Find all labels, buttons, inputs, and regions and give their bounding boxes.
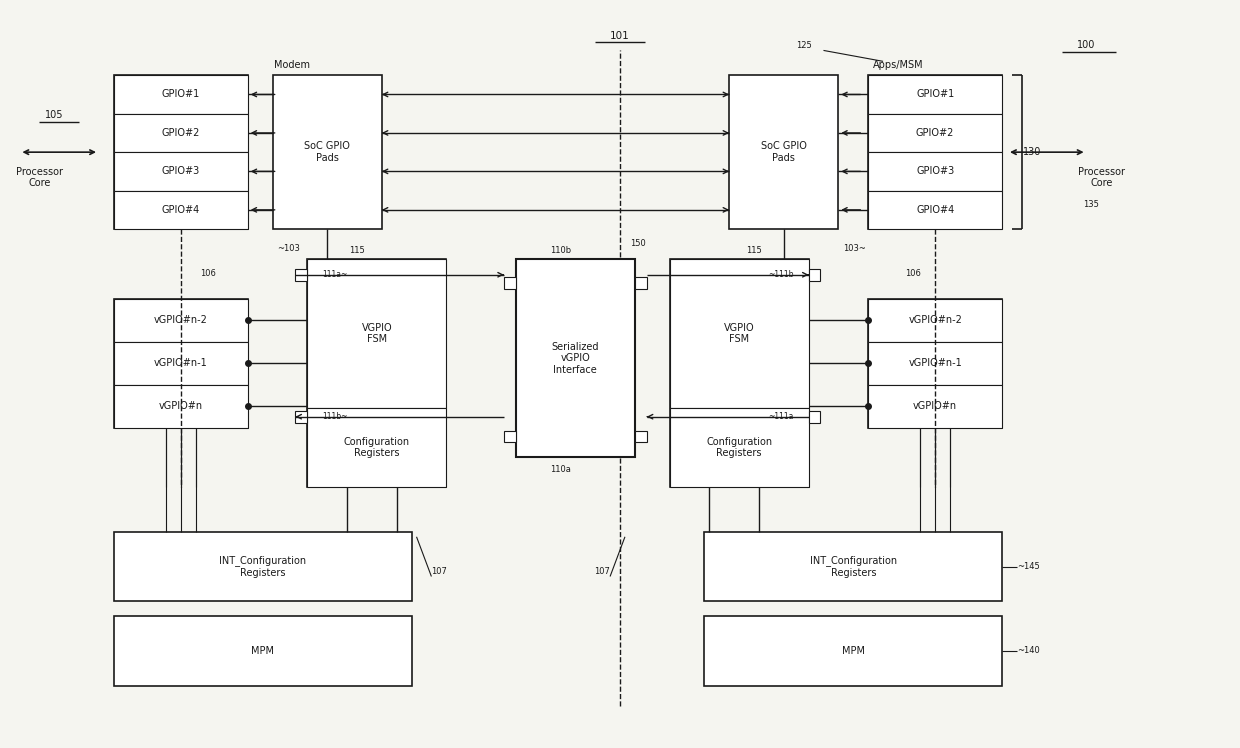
Text: 130: 130 — [1023, 147, 1042, 157]
Bar — [868, 76, 1002, 229]
Text: GPIO#1: GPIO#1 — [916, 90, 955, 99]
Text: Configuration
Registers: Configuration Registers — [706, 437, 773, 459]
Text: 111b~: 111b~ — [322, 412, 347, 421]
Text: VGPIO
FSM: VGPIO FSM — [724, 322, 754, 344]
Text: 107: 107 — [432, 567, 448, 576]
Text: SoC GPIO
Pads: SoC GPIO Pads — [761, 141, 807, 163]
Bar — [308, 259, 446, 487]
Text: GPIO#1: GPIO#1 — [161, 90, 200, 99]
Text: GPIO#3: GPIO#3 — [916, 166, 955, 177]
Text: GPIO#2: GPIO#2 — [161, 128, 200, 138]
Text: Processor
Core: Processor Core — [16, 167, 63, 188]
Bar — [868, 384, 1002, 428]
Text: 111a~: 111a~ — [322, 270, 347, 279]
Text: Configuration
Registers: Configuration Registers — [343, 437, 410, 459]
Text: vGPIO#n-1: vGPIO#n-1 — [154, 358, 207, 368]
Bar — [868, 114, 1002, 152]
Text: VGPIO
FSM: VGPIO FSM — [362, 322, 392, 344]
Text: 100: 100 — [1078, 40, 1096, 50]
Text: vGPIO#n: vGPIO#n — [159, 401, 203, 411]
Text: GPIO#4: GPIO#4 — [161, 205, 200, 215]
Text: vGPIO#n: vGPIO#n — [913, 401, 957, 411]
Text: 105: 105 — [45, 110, 63, 120]
Text: 106: 106 — [905, 269, 921, 278]
Bar — [114, 114, 248, 152]
Bar — [308, 259, 446, 408]
Text: 115: 115 — [350, 246, 365, 255]
Bar — [295, 411, 308, 423]
Bar — [670, 259, 808, 487]
Bar — [868, 152, 1002, 191]
Bar — [868, 298, 1002, 342]
Bar — [114, 342, 248, 384]
Bar — [670, 408, 808, 487]
Bar — [670, 259, 808, 408]
Text: GPIO#3: GPIO#3 — [161, 166, 200, 177]
Bar — [868, 76, 1002, 114]
Text: Processor
Core: Processor Core — [1078, 167, 1125, 188]
Bar — [114, 191, 248, 229]
Text: INT_Configuration
Registers: INT_Configuration Registers — [219, 555, 306, 577]
Text: Modem: Modem — [274, 61, 310, 70]
Text: 110b: 110b — [551, 246, 572, 255]
Text: vGPIO#n-2: vGPIO#n-2 — [154, 315, 208, 325]
Text: 106: 106 — [200, 269, 216, 278]
Text: MPM: MPM — [252, 646, 274, 656]
Text: 115: 115 — [746, 246, 761, 255]
Bar — [114, 76, 248, 114]
Text: GPIO#4: GPIO#4 — [916, 205, 955, 215]
Text: 107: 107 — [594, 567, 610, 576]
Bar — [114, 532, 412, 601]
Bar — [503, 277, 516, 289]
Bar — [635, 277, 647, 289]
Text: vGPIO#n-2: vGPIO#n-2 — [908, 315, 962, 325]
Text: 150: 150 — [630, 239, 646, 248]
Bar — [114, 616, 412, 686]
Text: 101: 101 — [610, 31, 630, 40]
Bar — [295, 269, 308, 280]
Bar — [114, 298, 248, 428]
Bar — [868, 191, 1002, 229]
Text: ~145: ~145 — [1017, 562, 1040, 571]
Bar — [868, 298, 1002, 428]
Bar — [308, 408, 446, 487]
Text: ~111a: ~111a — [769, 412, 794, 421]
Text: 135: 135 — [1084, 200, 1100, 209]
Text: ~103: ~103 — [278, 245, 300, 254]
Text: MPM: MPM — [842, 646, 864, 656]
Bar — [808, 269, 821, 280]
Text: 125: 125 — [796, 41, 811, 50]
Text: vGPIO#n-1: vGPIO#n-1 — [908, 358, 962, 368]
Bar — [868, 342, 1002, 384]
Text: Serialized
vGPIO
Interface: Serialized vGPIO Interface — [552, 342, 599, 375]
Text: ~111b: ~111b — [769, 270, 794, 279]
Bar — [114, 152, 248, 191]
Text: 103~: 103~ — [843, 245, 867, 254]
Text: INT_Configuration
Registers: INT_Configuration Registers — [810, 555, 897, 577]
Bar — [273, 76, 382, 229]
Text: GPIO#2: GPIO#2 — [916, 128, 955, 138]
Text: 110a: 110a — [551, 465, 572, 473]
Text: SoC GPIO
Pads: SoC GPIO Pads — [304, 141, 350, 163]
Bar — [808, 411, 821, 423]
Bar — [503, 431, 516, 443]
Bar — [635, 431, 647, 443]
Bar — [114, 384, 248, 428]
Bar — [114, 298, 248, 342]
Bar — [704, 532, 1002, 601]
Bar — [516, 259, 635, 457]
Text: Apps/MSM: Apps/MSM — [873, 61, 924, 70]
Bar — [729, 76, 838, 229]
Bar — [114, 76, 248, 229]
Text: ~140: ~140 — [1017, 646, 1040, 655]
Bar — [704, 616, 1002, 686]
